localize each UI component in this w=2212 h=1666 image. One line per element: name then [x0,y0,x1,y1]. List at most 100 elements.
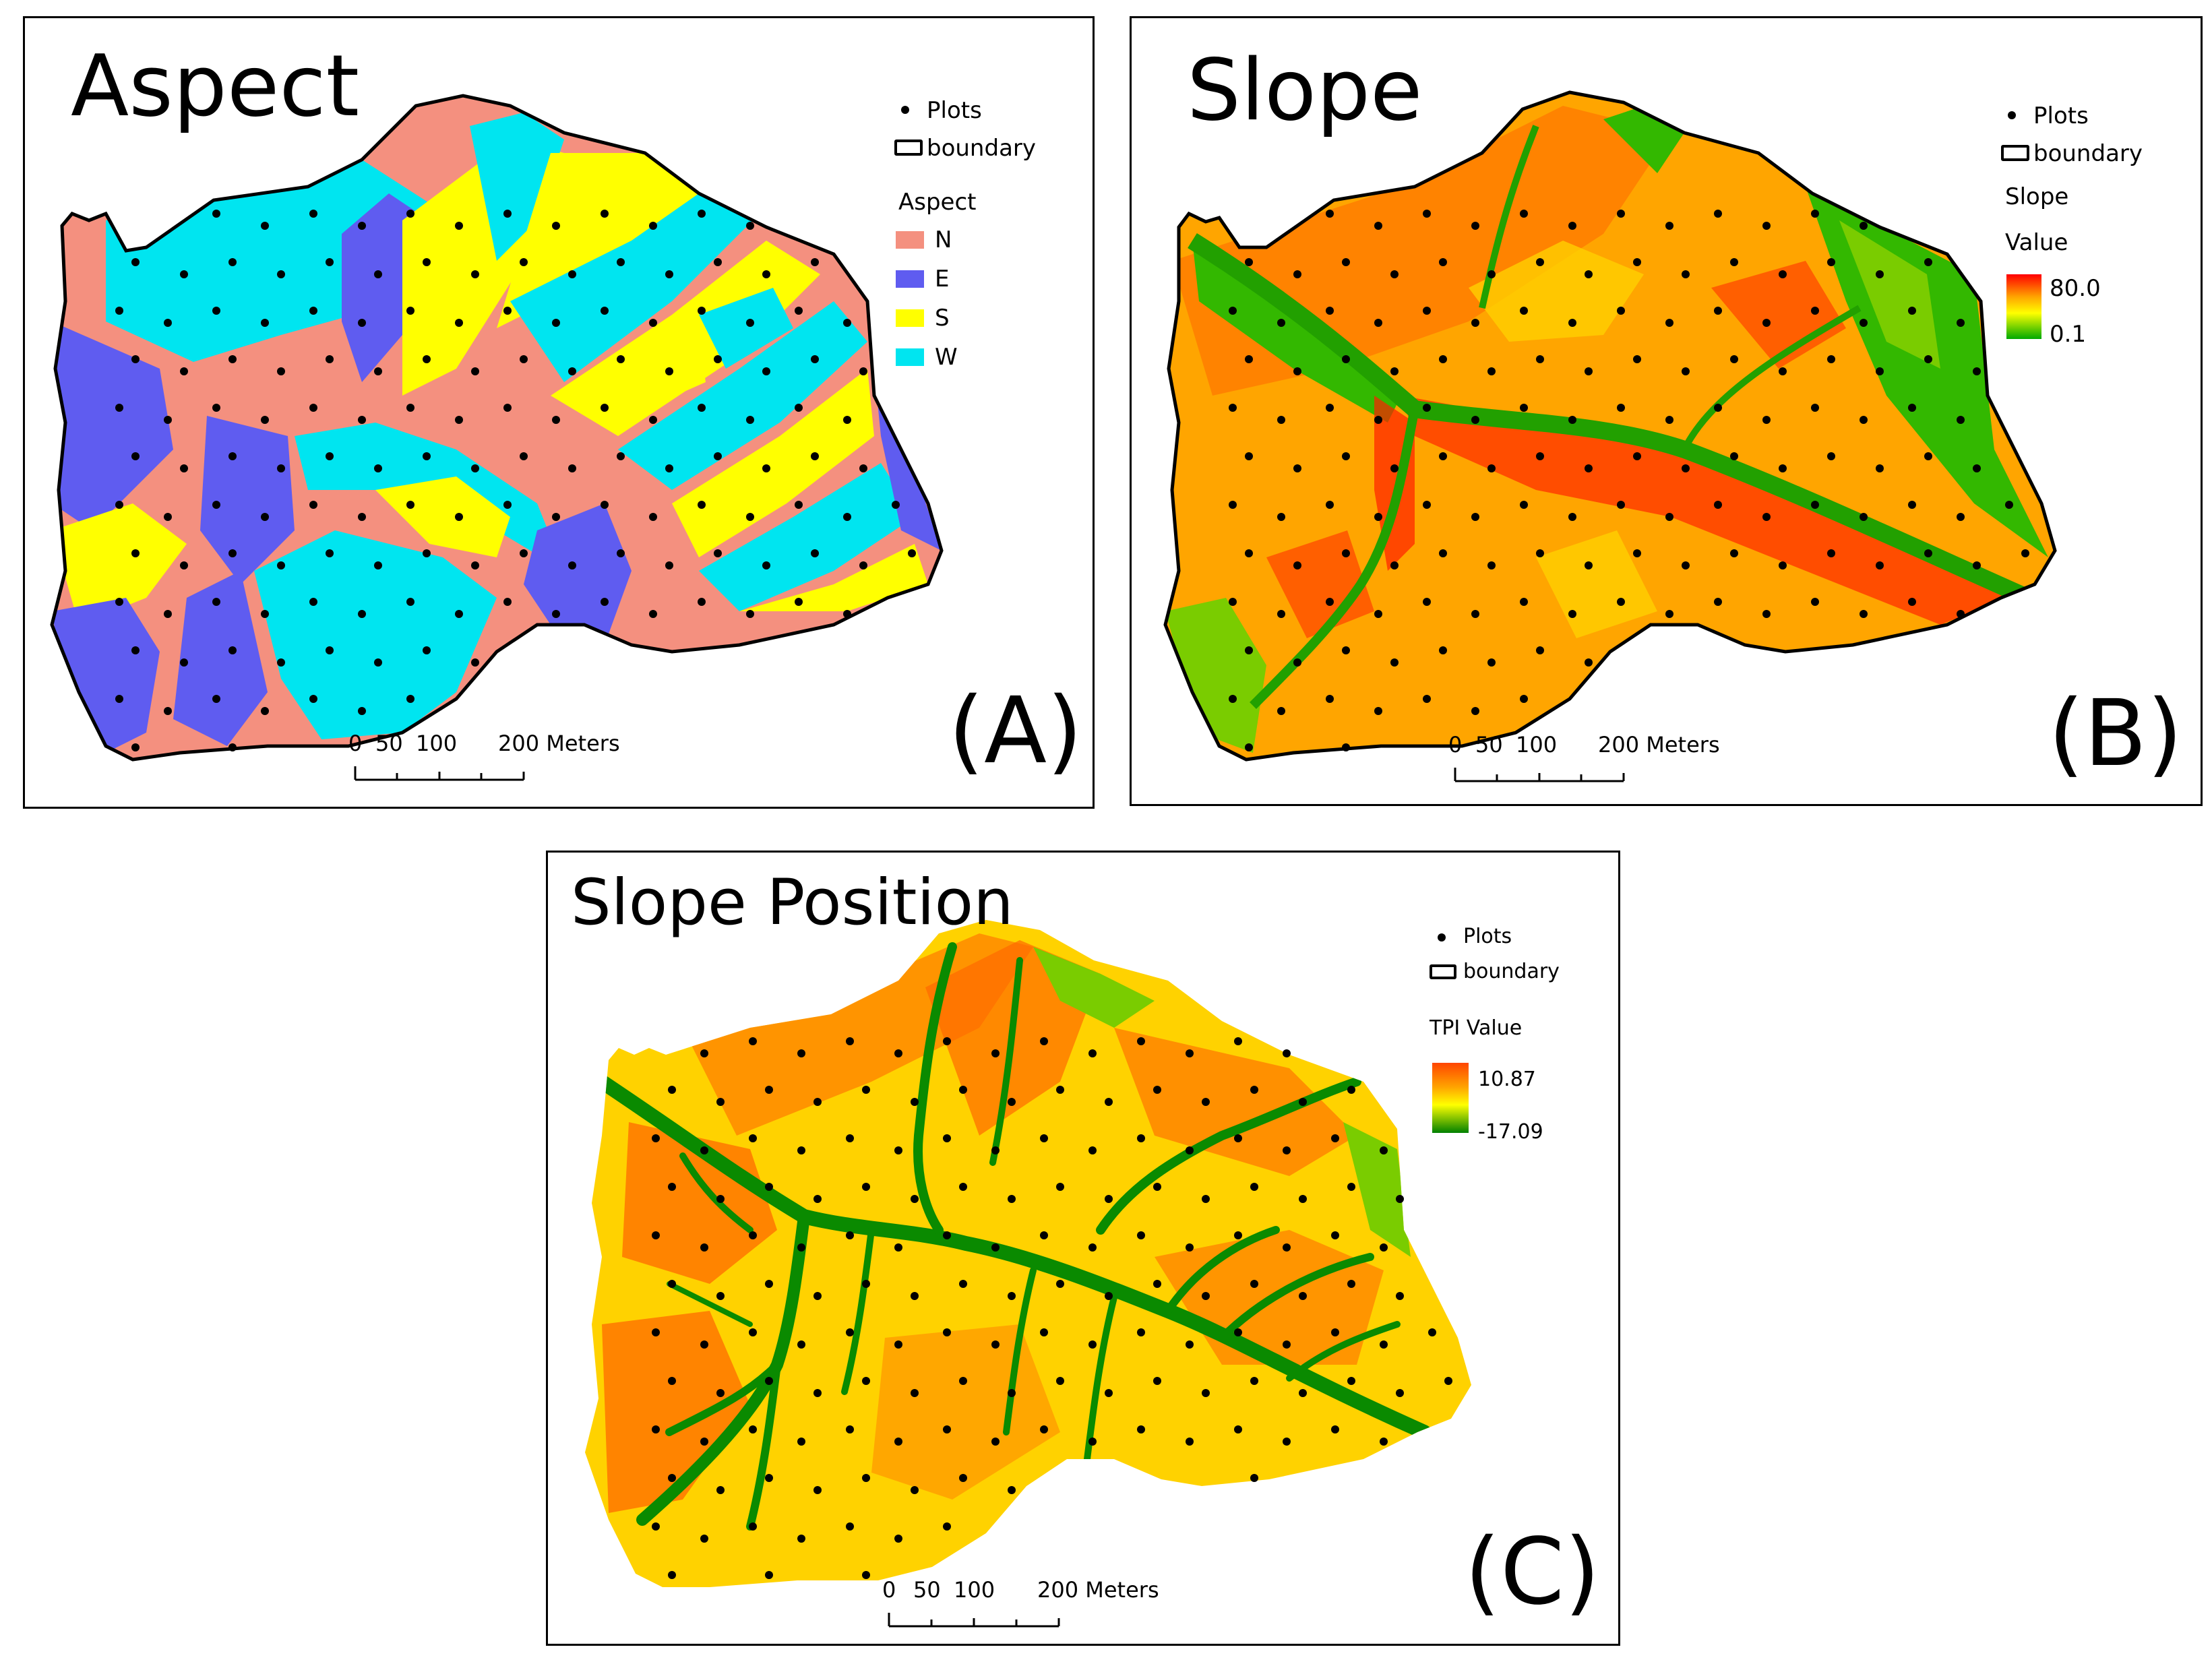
plot-point [1520,307,1528,315]
plot-point [1202,1389,1210,1397]
plot-point [1326,307,1334,315]
plot-point [131,258,140,266]
plot-point [1396,1389,1404,1397]
plot-point [617,549,625,557]
plot-point [1730,258,1738,266]
plot-point [1924,549,1932,557]
plot-point [2021,549,2029,557]
plot-point [862,1377,870,1385]
plot-point [862,1474,870,1482]
plot-point [959,1280,967,1288]
plot-point [746,513,754,521]
plot-point [943,1425,951,1433]
plot-point [652,1522,660,1531]
plot-point [1487,367,1496,375]
plot-point [1331,1231,1339,1239]
plot-point [959,1086,967,1094]
plot-point [911,1486,919,1494]
plot-point [309,307,317,315]
slope-map [1132,18,2201,804]
plot-point [212,307,220,315]
plot-point [652,1425,660,1433]
plot-point [1439,646,1447,654]
scale-label-200: 200 Meters [1598,732,1720,758]
plot-point [520,258,528,266]
plot-point [358,319,366,327]
map-title: Slope Position [571,866,1014,939]
plot-point [1137,1037,1145,1045]
plot-point [1299,1389,1307,1397]
plot-point [1779,367,1787,375]
plot-point [455,319,463,327]
plot-point [261,319,269,327]
plot-point [665,367,673,375]
plot-point [228,452,237,460]
plot-point [892,501,900,509]
legend-plots-label: Plots [2033,102,2089,129]
plot-point [1374,416,1382,424]
plot-point [212,404,220,412]
plot-point [1811,307,1819,315]
plot-point [164,707,172,715]
plot-point [277,270,285,278]
plot-point [1293,367,1301,375]
plot-point [698,404,706,412]
plot-point [1299,1292,1307,1300]
plot-point [943,1134,951,1142]
plot-point [1040,1134,1048,1142]
plot-point [455,513,463,521]
plot-point [1283,1049,1291,1057]
plot-point [212,501,220,509]
plot-point [2005,501,2013,509]
plot-point [1137,1134,1145,1142]
plot-point [1202,1098,1210,1106]
plot-point [1536,355,1544,363]
plot-point [762,367,770,375]
plot-point [1973,367,1981,375]
plot-dot-icon [901,106,909,114]
plot-point [423,258,431,266]
legend-heading: Aspect [898,189,977,216]
scale-bar: 0 50 100 200 Meters [882,1579,1159,1640]
plot-point [164,513,172,521]
plot-point [1568,319,1576,327]
plot-point [423,646,431,654]
plot-dot-icon [1438,933,1446,942]
plot-point [1342,258,1350,266]
plot-point [668,1280,676,1288]
legend-label-w: W [935,344,958,371]
plot-point [894,1243,902,1252]
scale-bar-line [354,766,525,781]
plot-point [714,258,722,266]
plot-point [700,1535,708,1543]
plot-point [601,307,609,315]
plot-point [131,646,140,654]
plot-point [665,561,673,569]
plot-point [164,610,172,618]
legend-heading-slope: Slope [2005,183,2069,210]
scale-label-0: 0 [348,731,363,756]
plot-point [649,513,657,521]
plot-point [180,658,188,667]
plot-point [180,367,188,375]
plot-point [1487,464,1496,472]
plot-point [228,646,237,654]
plot-point [261,513,269,521]
plot-point [1682,464,1690,472]
plot-point [471,367,479,375]
plot-point [1860,610,1868,618]
plot-point [1056,1086,1064,1094]
plot-point [503,307,512,315]
plot-point [1568,222,1576,230]
plot-point [1202,1195,1210,1203]
plot-point [601,210,609,218]
plot-point [1245,452,1253,460]
plot-point [1973,464,1981,472]
plot-point [1250,1474,1258,1482]
plot-point [1374,319,1382,327]
plot-point [714,452,722,460]
plot-point [1283,1243,1291,1252]
plot-point [1293,464,1301,472]
plot-point [326,452,334,460]
plot-point [1779,464,1787,472]
